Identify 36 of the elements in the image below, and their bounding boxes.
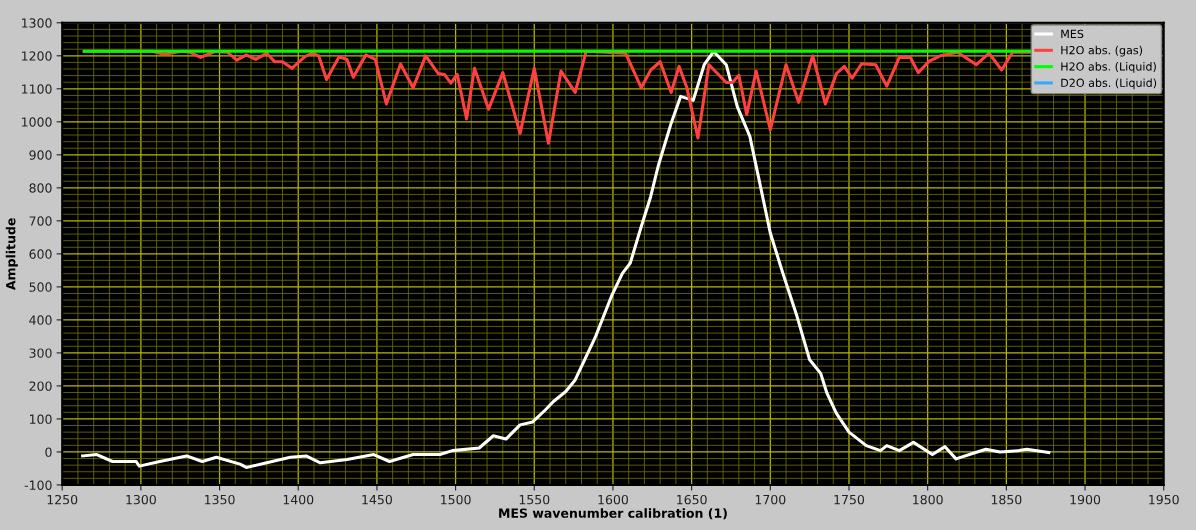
x-tick-label: 1500 [441, 494, 471, 505]
x-tick-label: 1250 [47, 494, 78, 505]
y-tick-label: 600 [29, 249, 52, 259]
x-tick-label: 1950 [1149, 494, 1179, 505]
y-tick-label: 500 [29, 282, 52, 292]
x-tick-label: 1600 [598, 494, 629, 505]
x-axis-title: MES wavenumber calibration (1) [499, 508, 727, 520]
y-tick-label: 1100 [22, 84, 52, 94]
y-axis-title: Amplitude [5, 218, 18, 291]
x-tick-label: 1850 [991, 494, 1022, 505]
y-tick-label: 1000 [22, 117, 52, 127]
y-tick-label: 700 [29, 216, 52, 226]
x-tick-label: 1900 [1070, 494, 1101, 505]
y-tick-label: 1200 [22, 51, 52, 61]
y-tick-label: 900 [29, 150, 52, 160]
y-tick-label: 100 [29, 414, 52, 424]
x-tick-label: 1700 [755, 494, 786, 505]
x-tick-label: 1750 [834, 494, 865, 505]
x-tick-label: 1450 [362, 494, 392, 505]
y-tick-label: 1300 [22, 18, 52, 28]
legend-label: H2O abs. (gas) [1061, 45, 1143, 57]
x-tick-label: 1400 [283, 494, 314, 505]
y-tick-label: 400 [29, 315, 52, 325]
y-tick-label: 0 [45, 447, 52, 457]
x-tick-label: 1550 [519, 494, 550, 505]
y-tick-label: 300 [29, 348, 52, 358]
legend-label: H2O abs. (Liquid) [1061, 62, 1156, 73]
y-tick-label: 200 [29, 381, 52, 391]
x-tick-label: 1800 [913, 494, 943, 505]
y-tick-label: -100 [24, 480, 52, 490]
legend-label: MES [1061, 29, 1084, 39]
x-tick-label: 1650 [677, 494, 707, 505]
y-tick-label: 800 [29, 183, 52, 193]
legend-label: D2O abs. (Liquid) [1061, 78, 1157, 90]
x-tick-label: 1300 [126, 494, 156, 505]
x-tick-label: 1350 [205, 494, 235, 505]
